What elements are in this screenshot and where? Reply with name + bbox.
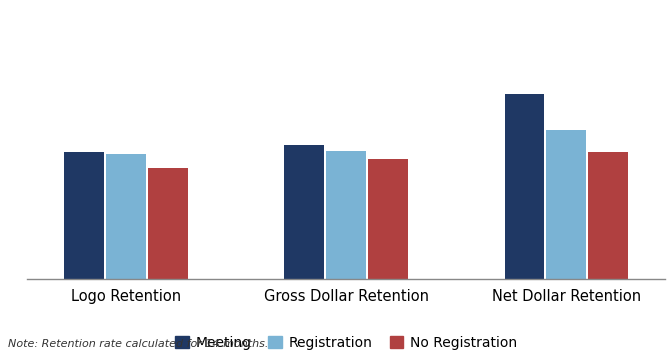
Bar bbox=[546, 130, 586, 279]
Text: 2017 Retention Rates Based on Pulse 2016 Engagement: 2017 Retention Rates Based on Pulse 2016… bbox=[8, 18, 560, 36]
Bar bbox=[148, 168, 187, 279]
Bar bbox=[327, 151, 366, 279]
Bar bbox=[588, 153, 628, 279]
Legend: Meeting, Registration, No Registration: Meeting, Registration, No Registration bbox=[169, 330, 523, 355]
Bar bbox=[65, 153, 104, 279]
Bar bbox=[505, 94, 544, 279]
Bar bbox=[368, 159, 408, 279]
Bar bbox=[106, 154, 146, 279]
Bar bbox=[284, 145, 324, 279]
Text: Note: Retention rate calculated for 14 months.: Note: Retention rate calculated for 14 m… bbox=[8, 339, 268, 349]
